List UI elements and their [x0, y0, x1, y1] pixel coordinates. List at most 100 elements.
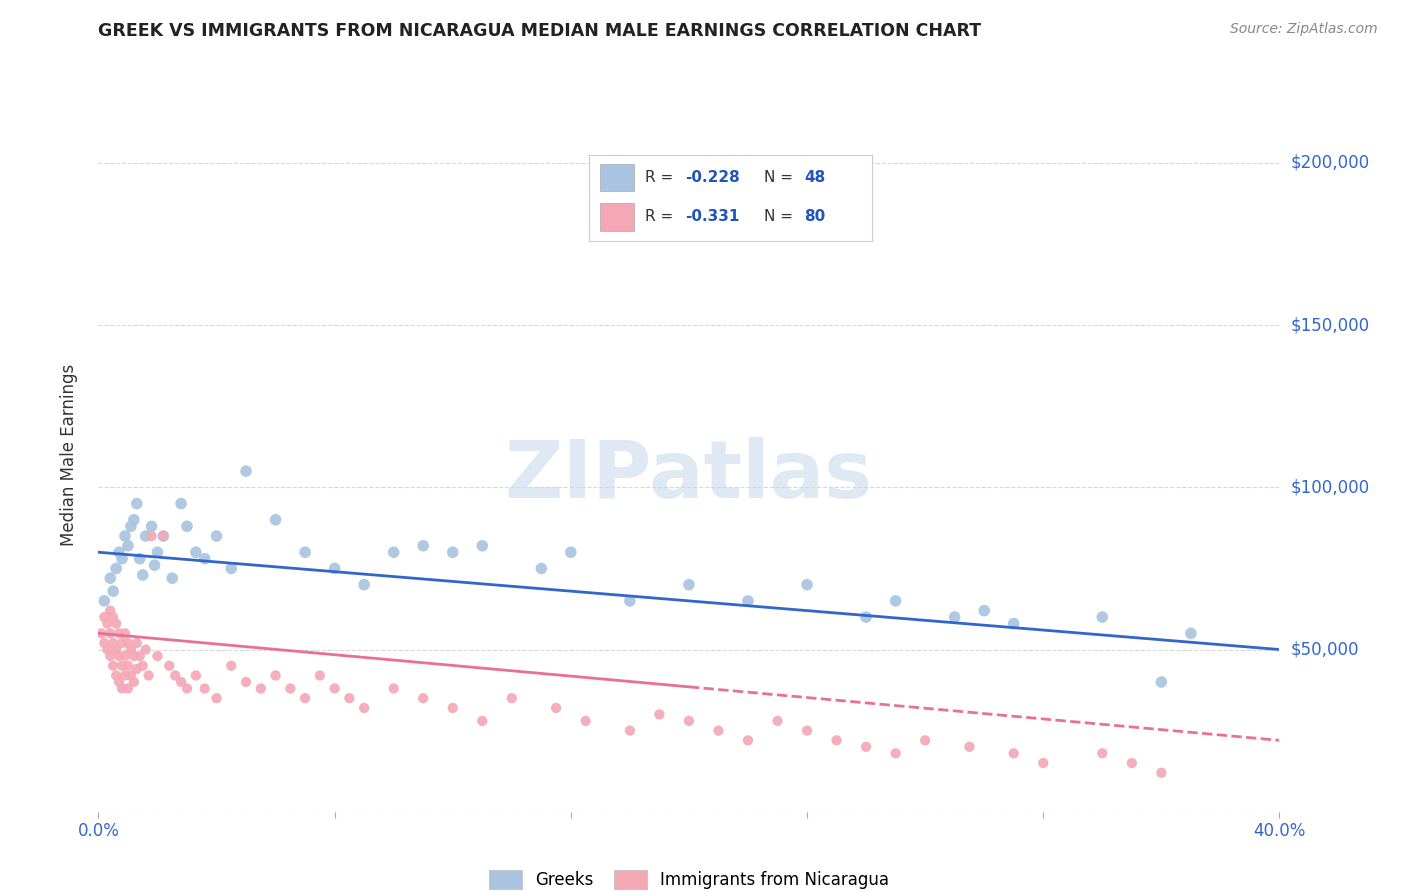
Point — [737, 733, 759, 747]
Point — [128, 648, 150, 663]
Point — [250, 681, 273, 696]
Point — [90, 626, 112, 640]
Point — [138, 668, 160, 682]
Point — [1002, 616, 1025, 631]
Point — [278, 681, 302, 696]
Point — [766, 714, 789, 728]
Point — [103, 584, 125, 599]
Point — [125, 636, 148, 650]
Point — [294, 691, 316, 706]
Point — [184, 545, 207, 559]
Point — [235, 464, 257, 478]
Point — [96, 616, 118, 631]
Point — [108, 675, 131, 690]
Point — [117, 636, 139, 650]
Point — [128, 551, 150, 566]
Point — [264, 668, 287, 682]
Point — [441, 545, 464, 559]
Point — [117, 658, 139, 673]
Point — [353, 701, 375, 715]
Point — [441, 701, 464, 715]
Point — [105, 561, 128, 575]
Point — [103, 658, 125, 673]
Point — [125, 662, 148, 676]
Point — [122, 648, 145, 663]
Point — [382, 545, 405, 559]
Point — [117, 681, 139, 696]
Point — [544, 701, 567, 715]
Text: $200,000: $200,000 — [1291, 154, 1369, 172]
Point — [412, 539, 434, 553]
Point — [120, 668, 142, 682]
Point — [170, 675, 193, 690]
Point — [108, 626, 131, 640]
Point — [143, 558, 166, 573]
Point — [170, 497, 193, 511]
Point — [1032, 756, 1054, 770]
Point — [162, 571, 183, 585]
Point — [796, 723, 818, 738]
Point — [105, 616, 128, 631]
Point — [135, 529, 157, 543]
Point — [114, 668, 136, 682]
Point — [1091, 610, 1114, 624]
Point — [176, 681, 198, 696]
Point — [235, 675, 257, 690]
Point — [103, 636, 125, 650]
Legend: Greeks, Immigrants from Nicaragua: Greeks, Immigrants from Nicaragua — [489, 870, 889, 889]
Point — [117, 539, 139, 553]
Point — [205, 691, 228, 706]
Point — [294, 545, 316, 559]
Point — [205, 529, 228, 543]
Point — [323, 681, 346, 696]
Point — [111, 551, 134, 566]
Point — [855, 610, 877, 624]
Point — [111, 636, 134, 650]
Point — [120, 519, 142, 533]
Point — [574, 714, 596, 728]
Point — [943, 610, 966, 624]
Point — [1150, 675, 1173, 690]
Point — [98, 648, 121, 663]
Text: $150,000: $150,000 — [1291, 316, 1369, 334]
Point — [737, 594, 759, 608]
Point — [125, 497, 148, 511]
Point — [1002, 747, 1025, 761]
Point — [132, 658, 155, 673]
Point — [825, 733, 848, 747]
Point — [146, 648, 169, 663]
Point — [707, 723, 730, 738]
Point — [146, 545, 169, 559]
Text: ZIPatlas: ZIPatlas — [505, 437, 873, 516]
Point — [973, 604, 995, 618]
Point — [471, 539, 494, 553]
Point — [619, 594, 641, 608]
Point — [337, 691, 360, 706]
Point — [560, 545, 582, 559]
Point — [219, 658, 242, 673]
Point — [176, 519, 198, 533]
Point — [1180, 626, 1202, 640]
Point — [884, 747, 907, 761]
Point — [132, 568, 155, 582]
Point — [98, 571, 121, 585]
Point — [98, 626, 121, 640]
Point — [114, 648, 136, 663]
Point — [96, 642, 118, 657]
Point — [120, 642, 142, 657]
Text: $100,000: $100,000 — [1291, 478, 1369, 496]
Point — [135, 642, 157, 657]
Point — [530, 561, 553, 575]
Point — [105, 668, 128, 682]
Point — [152, 529, 174, 543]
Point — [648, 707, 671, 722]
Point — [678, 714, 700, 728]
Point — [152, 529, 174, 543]
Point — [122, 513, 145, 527]
Point — [1121, 756, 1143, 770]
Point — [884, 594, 907, 608]
Point — [855, 739, 877, 754]
Point — [382, 681, 405, 696]
Text: GREEK VS IMMIGRANTS FROM NICARAGUA MEDIAN MALE EARNINGS CORRELATION CHART: GREEK VS IMMIGRANTS FROM NICARAGUA MEDIA… — [98, 22, 981, 40]
Point — [264, 513, 287, 527]
